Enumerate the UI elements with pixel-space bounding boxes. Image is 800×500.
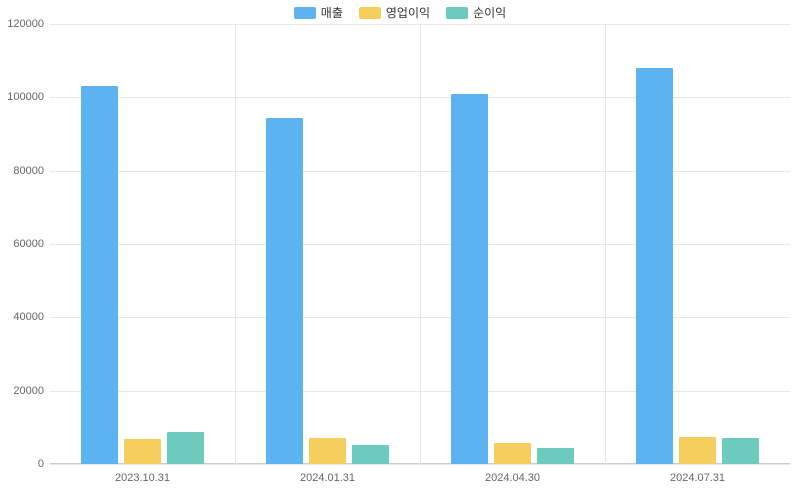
legend-swatch xyxy=(294,7,316,19)
y-axis-label: 80000 xyxy=(2,165,44,177)
x-axis-label: 2024.01.31 xyxy=(300,472,355,484)
legend: 매출 영업이익 순이익 xyxy=(0,0,800,25)
bar xyxy=(722,438,759,464)
group-divider xyxy=(235,24,236,464)
bar xyxy=(81,86,118,464)
y-axis-label: 100000 xyxy=(2,91,44,103)
chart-plot-area: 0200004000060000800001000001200002023.10… xyxy=(50,24,790,464)
legend-label: 매출 xyxy=(321,4,343,21)
y-axis-label: 0 xyxy=(2,458,44,470)
x-axis-label: 2023.10.31 xyxy=(115,472,170,484)
bar xyxy=(266,118,303,465)
bar xyxy=(167,432,204,464)
bar xyxy=(352,445,389,464)
legend-swatch xyxy=(446,7,468,19)
bar xyxy=(679,437,716,465)
bar xyxy=(124,439,161,464)
group-divider xyxy=(420,24,421,464)
y-axis-label: 60000 xyxy=(2,238,44,250)
bar xyxy=(309,438,346,464)
y-axis-label: 40000 xyxy=(2,311,44,323)
legend-label: 순이익 xyxy=(473,4,506,21)
bar xyxy=(451,94,488,464)
grid-line xyxy=(50,464,790,465)
legend-item: 순이익 xyxy=(446,4,506,21)
bar xyxy=(494,443,531,464)
group-divider xyxy=(605,24,606,464)
legend-label: 영업이익 xyxy=(386,4,430,21)
legend-item: 매출 xyxy=(294,4,343,21)
bar xyxy=(636,68,673,464)
y-axis-label: 120000 xyxy=(2,18,44,30)
legend-item: 영업이익 xyxy=(359,4,430,21)
x-axis-label: 2024.04.30 xyxy=(485,472,540,484)
legend-swatch xyxy=(359,7,381,19)
bar xyxy=(537,448,574,464)
y-axis-label: 20000 xyxy=(2,385,44,397)
x-axis-label: 2024.07.31 xyxy=(670,472,725,484)
